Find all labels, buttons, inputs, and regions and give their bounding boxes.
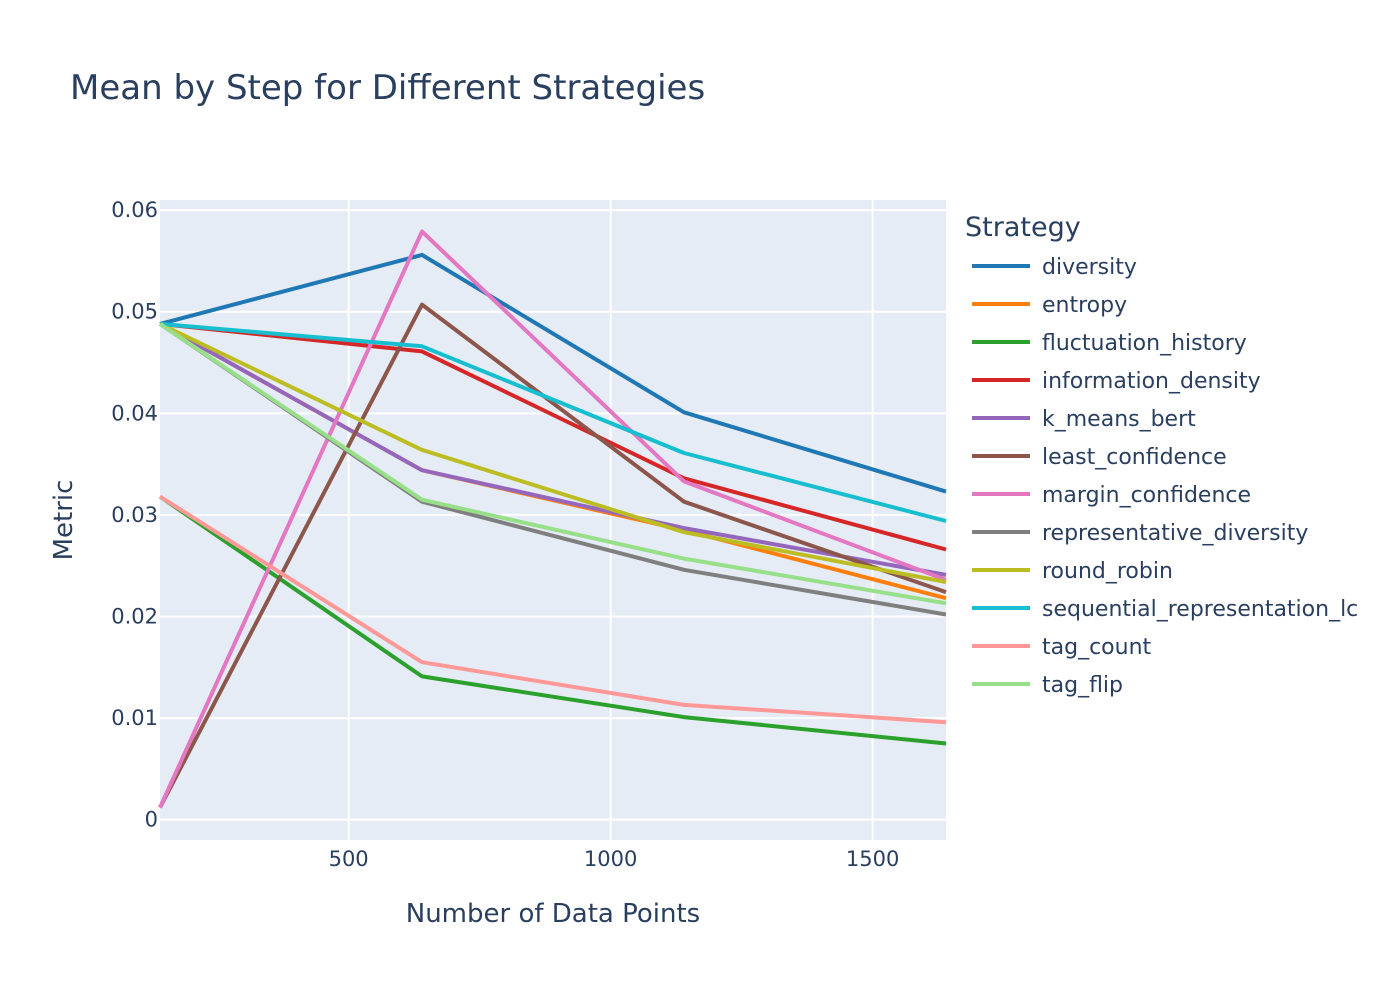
- legend-item-entropy[interactable]: entropy: [972, 293, 1127, 318]
- x-tick-label: 500: [329, 847, 369, 871]
- plot-area: [160, 200, 946, 840]
- legend-label: fluctuation_history: [1042, 331, 1247, 356]
- x-tick-label: 1000: [584, 847, 637, 871]
- x-tick-label: 1500: [846, 847, 899, 871]
- legend-item-fluctuation-history[interactable]: fluctuation_history: [972, 331, 1247, 356]
- x-axis-ticks: 500 1000 1500: [329, 847, 900, 871]
- legend-title: Strategy: [965, 212, 1081, 243]
- y-tick-label: 0.05: [111, 300, 158, 324]
- legend-label: tag_count: [1042, 635, 1152, 660]
- series-line-k-means-bert: [159, 322, 947, 577]
- legend-items: diversity entropy fluctuation_historyinfor…: [972, 255, 1358, 698]
- y-tick-label: 0.03: [111, 503, 158, 527]
- legend-label: least_confidence: [1042, 445, 1227, 470]
- legend-item-representative-diversity[interactable]: representative_diversity: [972, 521, 1308, 546]
- legend-label: margin_confidence: [1042, 483, 1251, 508]
- legend-item-round-robin[interactable]: round_robin: [972, 559, 1173, 584]
- series-line-information-density: [159, 321, 947, 552]
- series-line-least-confidence: [158, 302, 947, 809]
- series-line-round-robin: [159, 322, 947, 584]
- series-line-tag-flip: [158, 322, 947, 606]
- y-tick-label: 0.01: [111, 706, 158, 730]
- series-line-tag-count: [158, 494, 947, 725]
- chart-title: Mean by Step for Different Strategies: [70, 68, 705, 108]
- series-line-margin-confidence: [158, 229, 947, 809]
- legend-item-margin-confidence[interactable]: margin_confidence: [972, 483, 1251, 508]
- legend-item-tag-count[interactable]: tag_count: [972, 635, 1152, 660]
- legend-item-k-means-bert[interactable]: k_means_bert: [972, 407, 1196, 432]
- legend-item-tag-flip[interactable]: tag_flip: [972, 673, 1123, 698]
- x-axis-title: Number of Data Points: [406, 899, 700, 929]
- y-tick-label: 0: [145, 808, 158, 832]
- y-tick-label: 0.06: [111, 198, 158, 222]
- legend-label: sequential_representation_lc: [1042, 597, 1358, 622]
- legend-label: diversity: [1042, 255, 1137, 280]
- y-tick-label: 0.02: [111, 605, 158, 629]
- y-axis-title: Metric: [49, 480, 79, 561]
- series-line-fluctuation-history: [158, 494, 947, 746]
- legend-item-sequential-representation-lc[interactable]: sequential_representation_lc: [972, 597, 1358, 622]
- legend-label: information_density: [1042, 369, 1261, 394]
- legend-item-least-confidence[interactable]: least_confidence: [972, 445, 1227, 470]
- y-tick-label: 0.04: [111, 401, 158, 425]
- legend-label: round_robin: [1042, 559, 1173, 584]
- series-line-diversity: [159, 252, 947, 494]
- legend-label: representative_diversity: [1042, 521, 1308, 546]
- legend-item-information-density[interactable]: information_density: [972, 369, 1261, 394]
- series-layer: [158, 229, 947, 809]
- legend-label: entropy: [1042, 293, 1127, 318]
- y-axis-ticks: 0 0.01 0.02 0.03 0.04 0.05 0.06: [111, 198, 158, 832]
- legend: Strategy diversity entropy fluctuation_his…: [965, 212, 1358, 698]
- series-line-sequential-representation-lc: [159, 321, 947, 523]
- legend-label: k_means_bert: [1042, 407, 1196, 432]
- legend-item-diversity[interactable]: diversity: [972, 255, 1137, 280]
- legend-label: tag_flip: [1042, 673, 1123, 698]
